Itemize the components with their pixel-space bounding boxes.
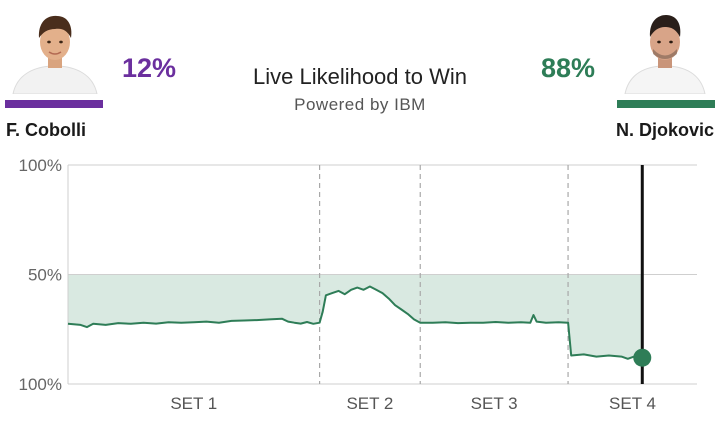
cobolli-avatar bbox=[5, 4, 105, 94]
chart-subtitle: Powered by IBM bbox=[294, 95, 426, 114]
y-tick-label-0: 100% bbox=[19, 156, 62, 175]
win-likelihood-chart: 100% 50% 100% SET 1 SET 2 SET 3 SET 4 bbox=[19, 156, 697, 413]
current-value-dot bbox=[633, 348, 652, 367]
y-tick-label-2: 100% bbox=[19, 375, 62, 394]
likelihood-shaded-area bbox=[68, 274, 643, 359]
likelihood-line bbox=[67, 285, 643, 360]
set-label-2: SET 2 bbox=[346, 394, 393, 413]
djokovic-avatar bbox=[615, 4, 715, 94]
djokovic-name: N. Djokovic bbox=[615, 120, 714, 140]
cobolli-color-bar bbox=[5, 100, 103, 108]
set-label-3: SET 3 bbox=[471, 394, 518, 413]
y-tick-label-1: 50% bbox=[28, 266, 62, 285]
djokovic-color-bar bbox=[617, 100, 715, 108]
set-label-1: SET 1 bbox=[170, 394, 217, 413]
cobolli-name: F. Cobolli bbox=[6, 120, 86, 140]
cobolli-win-percentage: 12% bbox=[122, 53, 177, 83]
djokovic-win-percentage: 88% bbox=[541, 53, 596, 83]
chart-title: Live Likelihood to Win bbox=[252, 64, 467, 89]
set-label-4: SET 4 bbox=[609, 394, 656, 413]
